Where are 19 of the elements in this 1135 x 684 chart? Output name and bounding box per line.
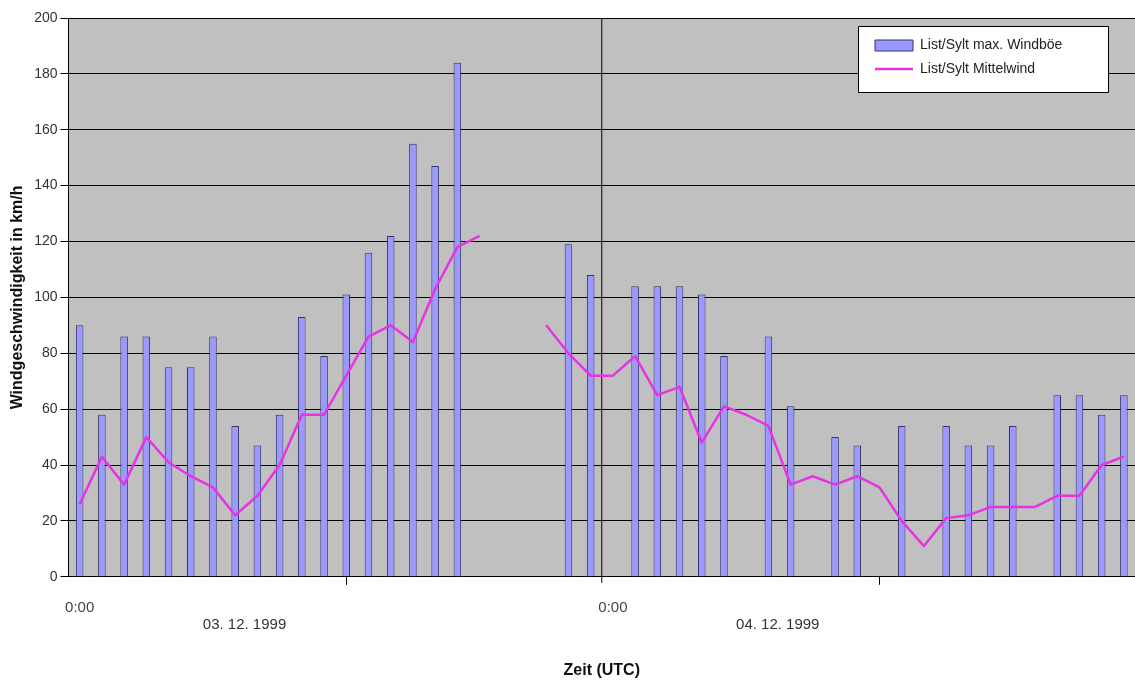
y-tick-label: 120: [34, 232, 58, 249]
y-tick-label: 20: [41, 511, 58, 528]
legend-label: List/Sylt Mittelwind: [920, 59, 1036, 76]
y-tick-label: 140: [34, 176, 58, 193]
y-tick-label: 40: [41, 455, 58, 472]
x-tick-label: 0:00: [598, 597, 628, 615]
legend-label: List/Sylt max. Windböe: [920, 35, 1063, 52]
y-tick-label: 180: [34, 64, 58, 81]
y-tick-label: 60: [41, 400, 58, 417]
y-tick-label: 80: [41, 344, 58, 361]
y-tick-label: 160: [34, 120, 58, 137]
y-tick-label: 100: [34, 288, 58, 305]
y-tick-label: 0: [49, 567, 58, 584]
text: 04. 12. 1999: [736, 614, 820, 632]
x-tick-label: 0:00: [65, 597, 95, 615]
y-axis-title: Windgeschwindigkeit in km/h: [8, 185, 26, 410]
x-axis-title: Zeit (UTC): [563, 660, 640, 678]
y-tick-label: 200: [34, 8, 58, 25]
text: 03. 12. 1999: [202, 614, 287, 632]
